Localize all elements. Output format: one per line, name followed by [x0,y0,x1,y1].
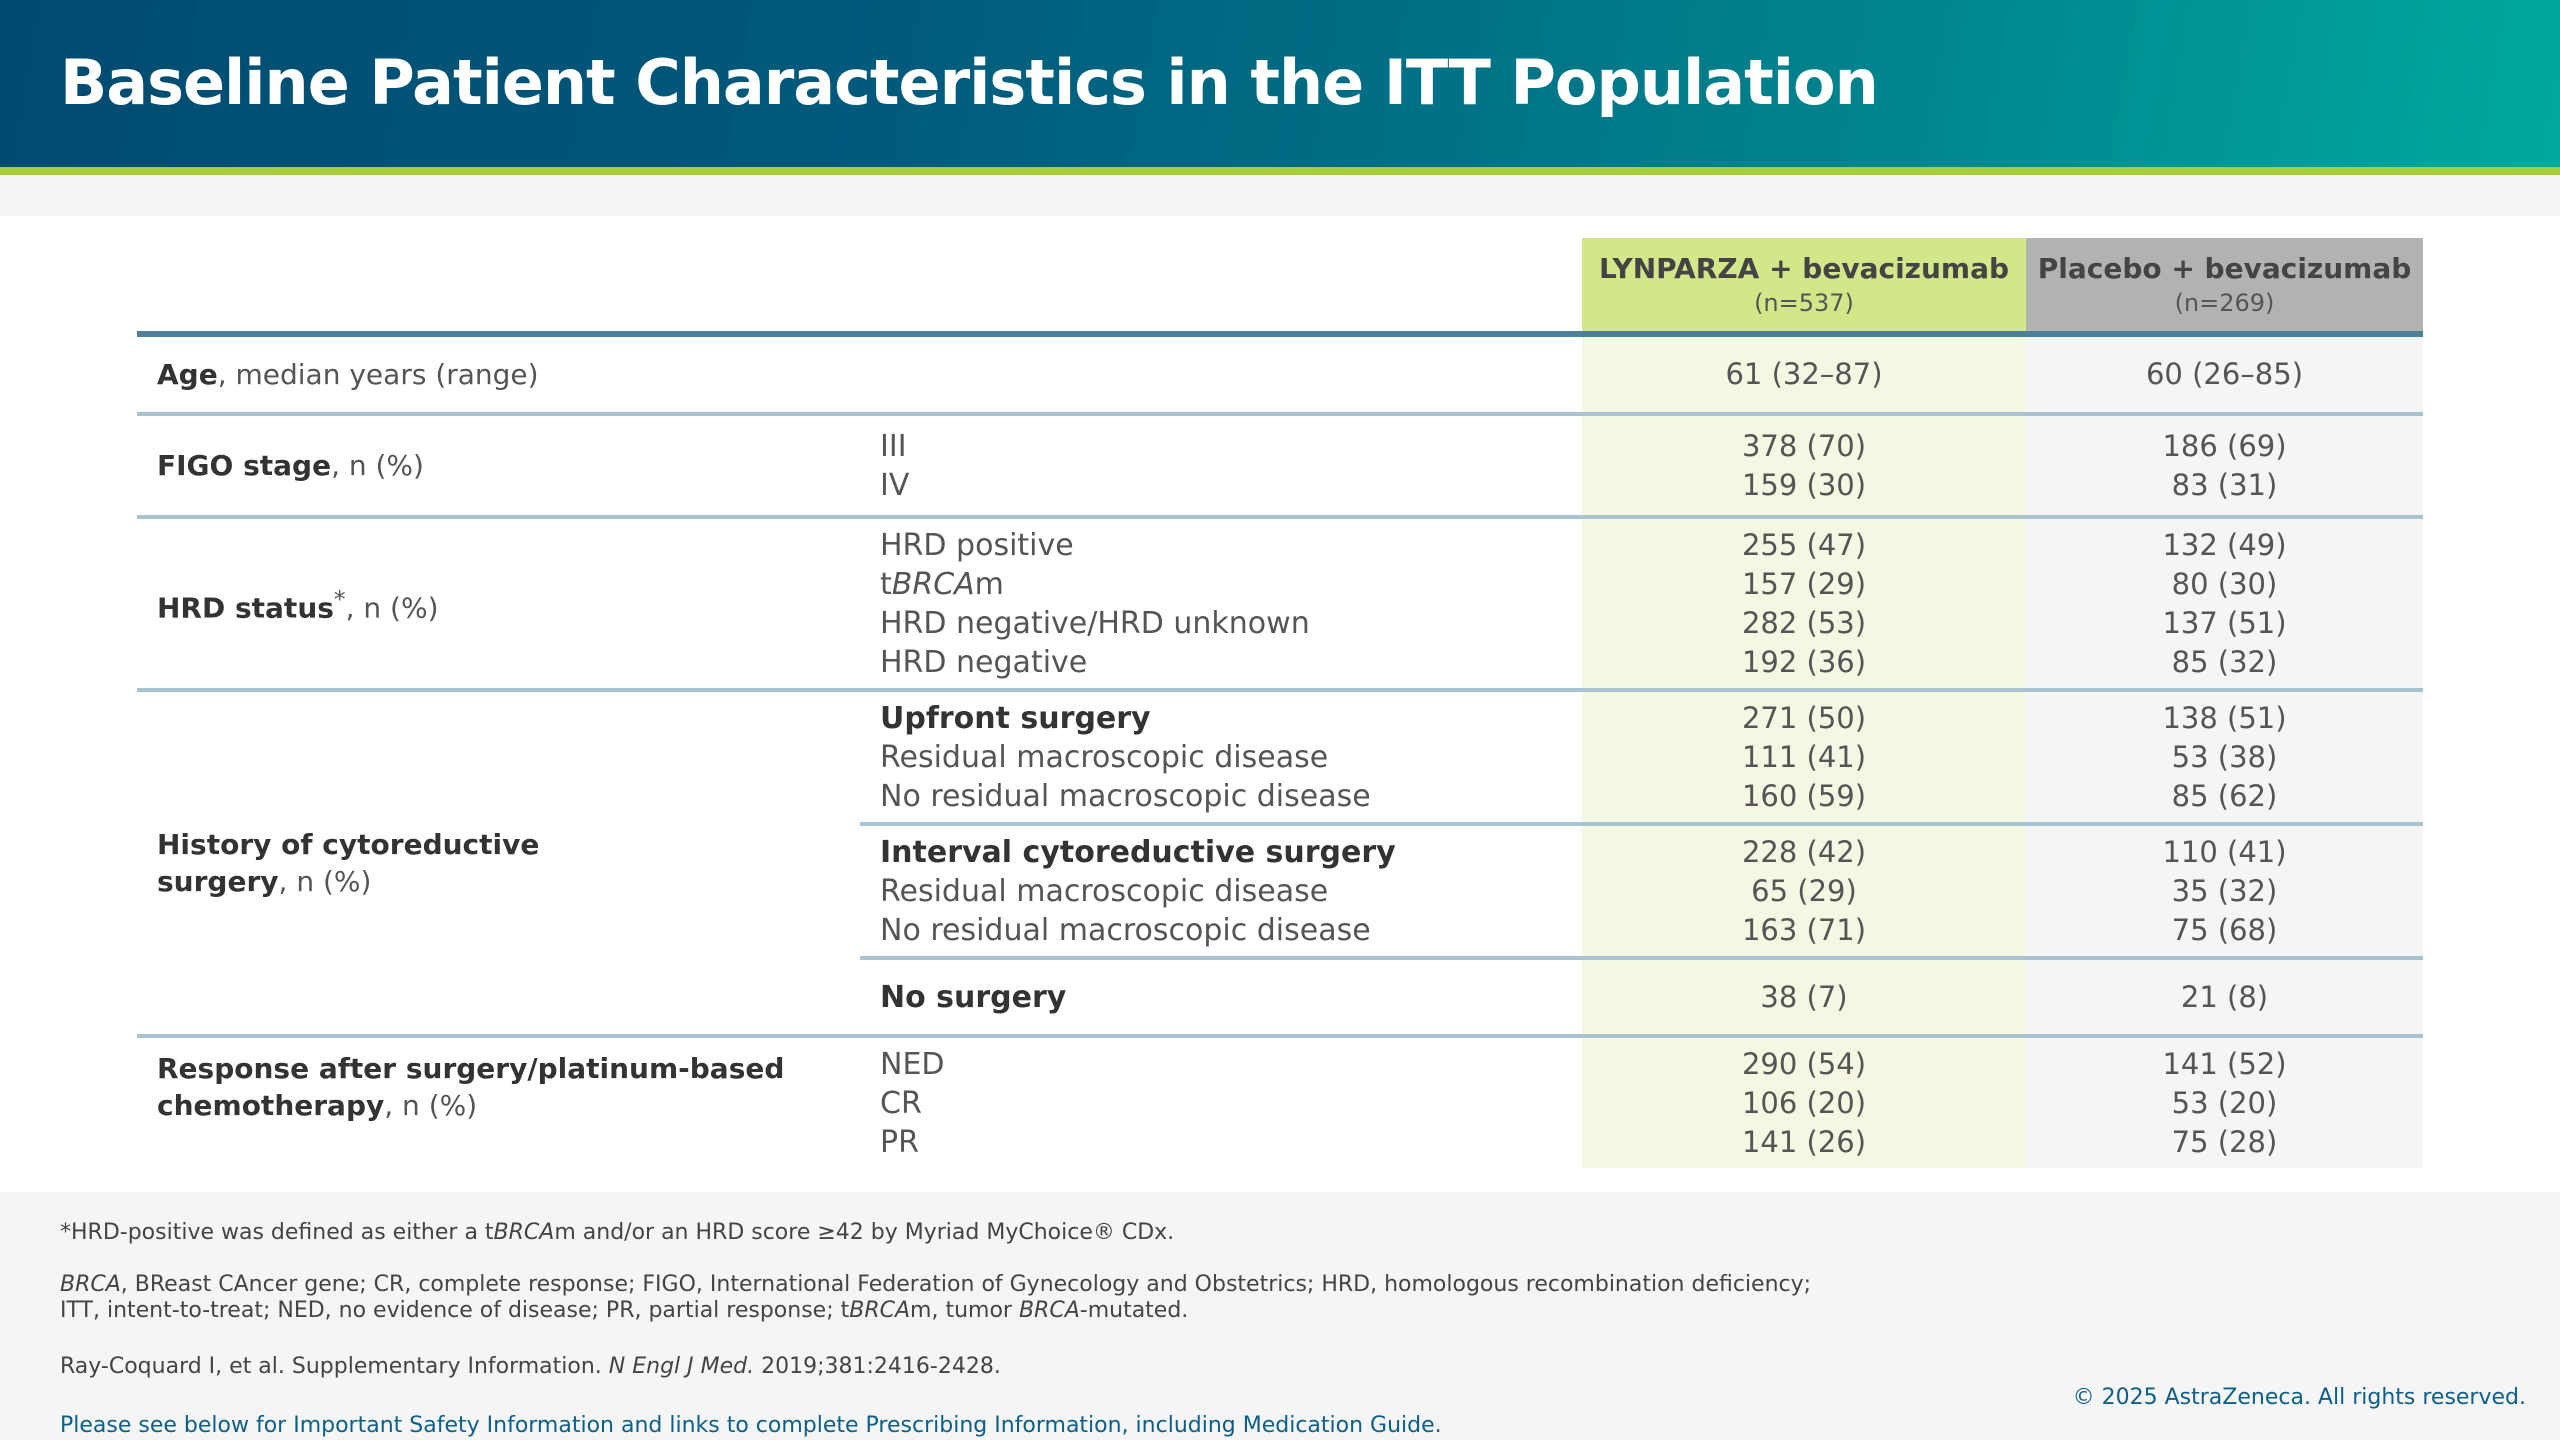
sub-labels: III IV [880,428,910,503]
row-divider [137,515,2423,519]
column-n: (n=269) [2174,289,2275,317]
accent-strip [0,167,2560,175]
footer [0,1192,2560,1440]
values-lynparza: 255 (47) 157 (29) 282 (53) 192 (36) [1582,519,2026,688]
values-lynparza: 290 (54) 106 (20) 141 (26) [1582,1038,2026,1168]
spacer-band [0,175,2560,216]
table-row-response: Response after surgery/platinum-based che… [137,1038,2423,1168]
title-bar: Baseline Patient Characteristics in the … [0,0,2560,167]
subgroup-no-surgery: No surgery 38 (7) 21 (8) [880,960,2423,1034]
sub-labels: HRD positive tBRCAm HRD negative/HRD unkno… [880,527,1310,680]
safety-info-link[interactable]: Please see below for Important Safety In… [60,1413,1442,1438]
column-header-lynparza: LYNPARZA + bevacizumab (n=537) [1582,238,2026,331]
column-name: Placebo + bevacizumab [2037,252,2412,285]
table-row-figo: FIGO stage, n (%) III IV 378 (70) 159 (30)… [137,416,2423,515]
column-n: (n=537) [1754,289,1854,317]
column-name: LYNPARZA + bevacizumab [1598,252,2010,285]
subgroup-interval: Interval cytoreductive surgery Residual m… [880,826,2423,956]
row-label: Age, median years (range) [157,358,539,391]
row-divider [137,1034,2423,1038]
page-title: Baseline Patient Characteristics in the … [60,46,1879,119]
row-divider [137,688,2423,692]
sub-labels: NED CR PR [880,1046,945,1160]
header-divider [137,331,2423,337]
row-label: History of cytoreductive surgery, n (%) [157,828,540,898]
table-row-hrd: HRD status*, n (%) HRD positive tBRCAm HRD… [137,519,2423,688]
footnote-hrd: *HRD-positive was defined as either a tB… [60,1220,1175,1245]
table-row-surgery: History of cytoreductive surgery, n (%) U… [137,692,2423,1034]
row-label: HRD status*, n (%) [157,584,439,625]
values-placebo: 186 (69) 83 (31) [2026,416,2423,515]
values-placebo: 141 (52) 53 (20) 75 (28) [2026,1038,2423,1168]
value-placebo: 60 (26–85) [2026,337,2423,412]
table-row-age: Age, median years (range) 61 (32–87) 60 … [137,337,2423,412]
subgroup-divider [860,822,2423,826]
row-label: FIGO stage, n (%) [157,449,424,482]
copyright: © 2025 AstraZeneca. All rights reserved. [2072,1385,2526,1410]
row-divider [137,412,2423,416]
values-lynparza: 378 (70) 159 (30) [1582,416,2026,515]
baseline-table: LYNPARZA + bevacizumab (n=537) Placebo + … [137,238,2423,1168]
subgroup-upfront: Upfront surgery Residual macroscopic dise… [880,692,2423,822]
footnote-abbreviations: BRCA, BReast CAncer gene; CR, complete r… [60,1272,1812,1323]
footnote-reference: Ray-Coquard I, et al. Supplementary Info… [60,1354,1001,1379]
value-lynparza: 61 (32–87) [1582,337,2026,412]
table-header-row: LYNPARZA + bevacizumab (n=537) Placebo + … [137,238,2423,331]
values-placebo: 132 (49) 80 (30) 137 (51) 85 (32) [2026,519,2423,688]
row-label: Response after surgery/platinum-based che… [157,1052,785,1122]
column-header-placebo: Placebo + bevacizumab (n=269) [2026,238,2423,331]
subgroup-divider [860,956,2423,960]
